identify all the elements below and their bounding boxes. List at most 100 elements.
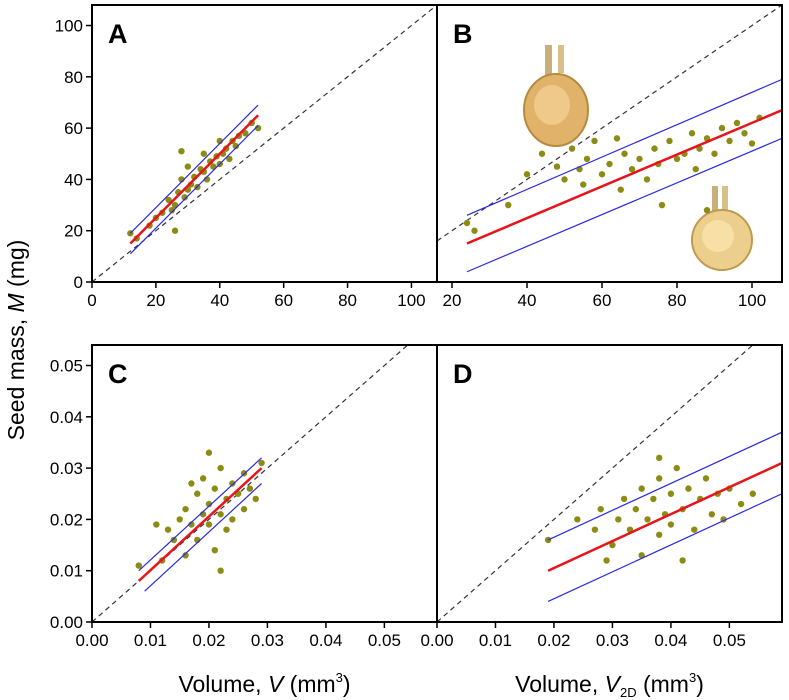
identity-line	[437, 345, 754, 622]
x-tick-label: 0.01	[134, 631, 167, 650]
label-part: 2D	[620, 685, 637, 700]
x-tick-label: 0.00	[420, 631, 453, 650]
seed-photo	[523, 45, 589, 147]
point	[703, 206, 711, 214]
x-tick-label: 0.02	[537, 631, 570, 650]
point	[628, 165, 636, 173]
y-tick-label: 0.05	[50, 357, 83, 376]
y-tick-label: 0.01	[50, 562, 83, 581]
point	[643, 176, 651, 183]
point	[692, 165, 699, 173]
label-part: V	[268, 671, 286, 697]
point	[679, 557, 686, 564]
x-tick-label: 60	[593, 291, 612, 310]
y-tick-label: 0.03	[50, 459, 83, 478]
identity-line	[92, 5, 437, 282]
point	[242, 130, 249, 137]
point	[505, 201, 512, 209]
fit-line	[547, 461, 782, 572]
point	[591, 526, 599, 533]
point	[181, 194, 188, 201]
y-tick-label: 80	[64, 68, 83, 87]
point	[708, 511, 716, 518]
point	[165, 196, 172, 204]
point	[211, 546, 218, 554]
x-tick-label: 100	[397, 291, 425, 310]
label-part: Seed mass,	[3, 313, 29, 441]
point	[621, 150, 628, 157]
point	[673, 464, 680, 472]
x-tick-label: 0.05	[713, 631, 746, 650]
point	[171, 227, 179, 234]
x-tick-label: 0	[87, 291, 96, 310]
label-part: Volume,	[515, 671, 605, 697]
point	[685, 485, 692, 492]
point	[737, 500, 745, 508]
point	[644, 516, 651, 523]
x-tick-label: 100	[738, 291, 766, 310]
point	[178, 147, 185, 155]
point	[170, 536, 178, 544]
label-part: Volume,	[178, 671, 268, 697]
point	[252, 495, 259, 503]
fit-line	[137, 467, 263, 582]
point	[574, 516, 581, 523]
y-tick-label: 60	[64, 119, 83, 138]
prediction-bound	[466, 78, 782, 216]
point	[226, 155, 233, 163]
point	[718, 124, 726, 132]
point	[258, 459, 265, 467]
prediction-bound	[144, 483, 262, 592]
point	[651, 145, 658, 152]
point	[667, 521, 675, 528]
point	[561, 176, 568, 183]
point	[673, 155, 681, 163]
x-tick-label: 0.01	[479, 631, 512, 650]
point	[702, 475, 710, 482]
point	[211, 485, 218, 492]
point	[232, 142, 239, 150]
panel-letter: B	[453, 19, 473, 49]
point	[726, 137, 733, 145]
fit-line	[129, 114, 259, 245]
panel	[437, 5, 782, 273]
point	[153, 521, 160, 528]
point	[620, 495, 628, 503]
point	[656, 531, 663, 538]
point	[603, 557, 610, 564]
label-part: (mg)	[3, 240, 29, 294]
panel	[437, 345, 782, 622]
prediction-bound	[129, 104, 259, 234]
point	[733, 119, 741, 127]
point	[553, 163, 561, 170]
point	[609, 541, 616, 549]
point	[246, 485, 254, 492]
y-tick-label: 0.04	[50, 408, 83, 427]
point	[188, 480, 195, 487]
point	[217, 567, 224, 574]
point	[598, 171, 606, 178]
point	[205, 500, 213, 508]
point	[656, 475, 663, 482]
identity-line	[92, 345, 409, 622]
x-tick-label: 60	[274, 291, 293, 310]
point	[538, 150, 546, 157]
point	[741, 130, 748, 137]
point	[748, 140, 756, 147]
point	[691, 526, 698, 533]
x-tick-label: 20	[443, 291, 462, 310]
y-tick-label: 0.02	[50, 510, 83, 529]
panel-letter: A	[108, 19, 128, 49]
prediction-bound	[129, 125, 259, 255]
point	[523, 171, 531, 178]
point	[205, 521, 213, 528]
plot-frame	[436, 344, 783, 623]
point	[666, 137, 673, 145]
point	[471, 227, 478, 234]
prediction-bound	[547, 431, 782, 541]
label-part: 3	[336, 670, 343, 685]
point	[164, 526, 172, 533]
panel	[92, 345, 409, 622]
point	[613, 135, 621, 142]
